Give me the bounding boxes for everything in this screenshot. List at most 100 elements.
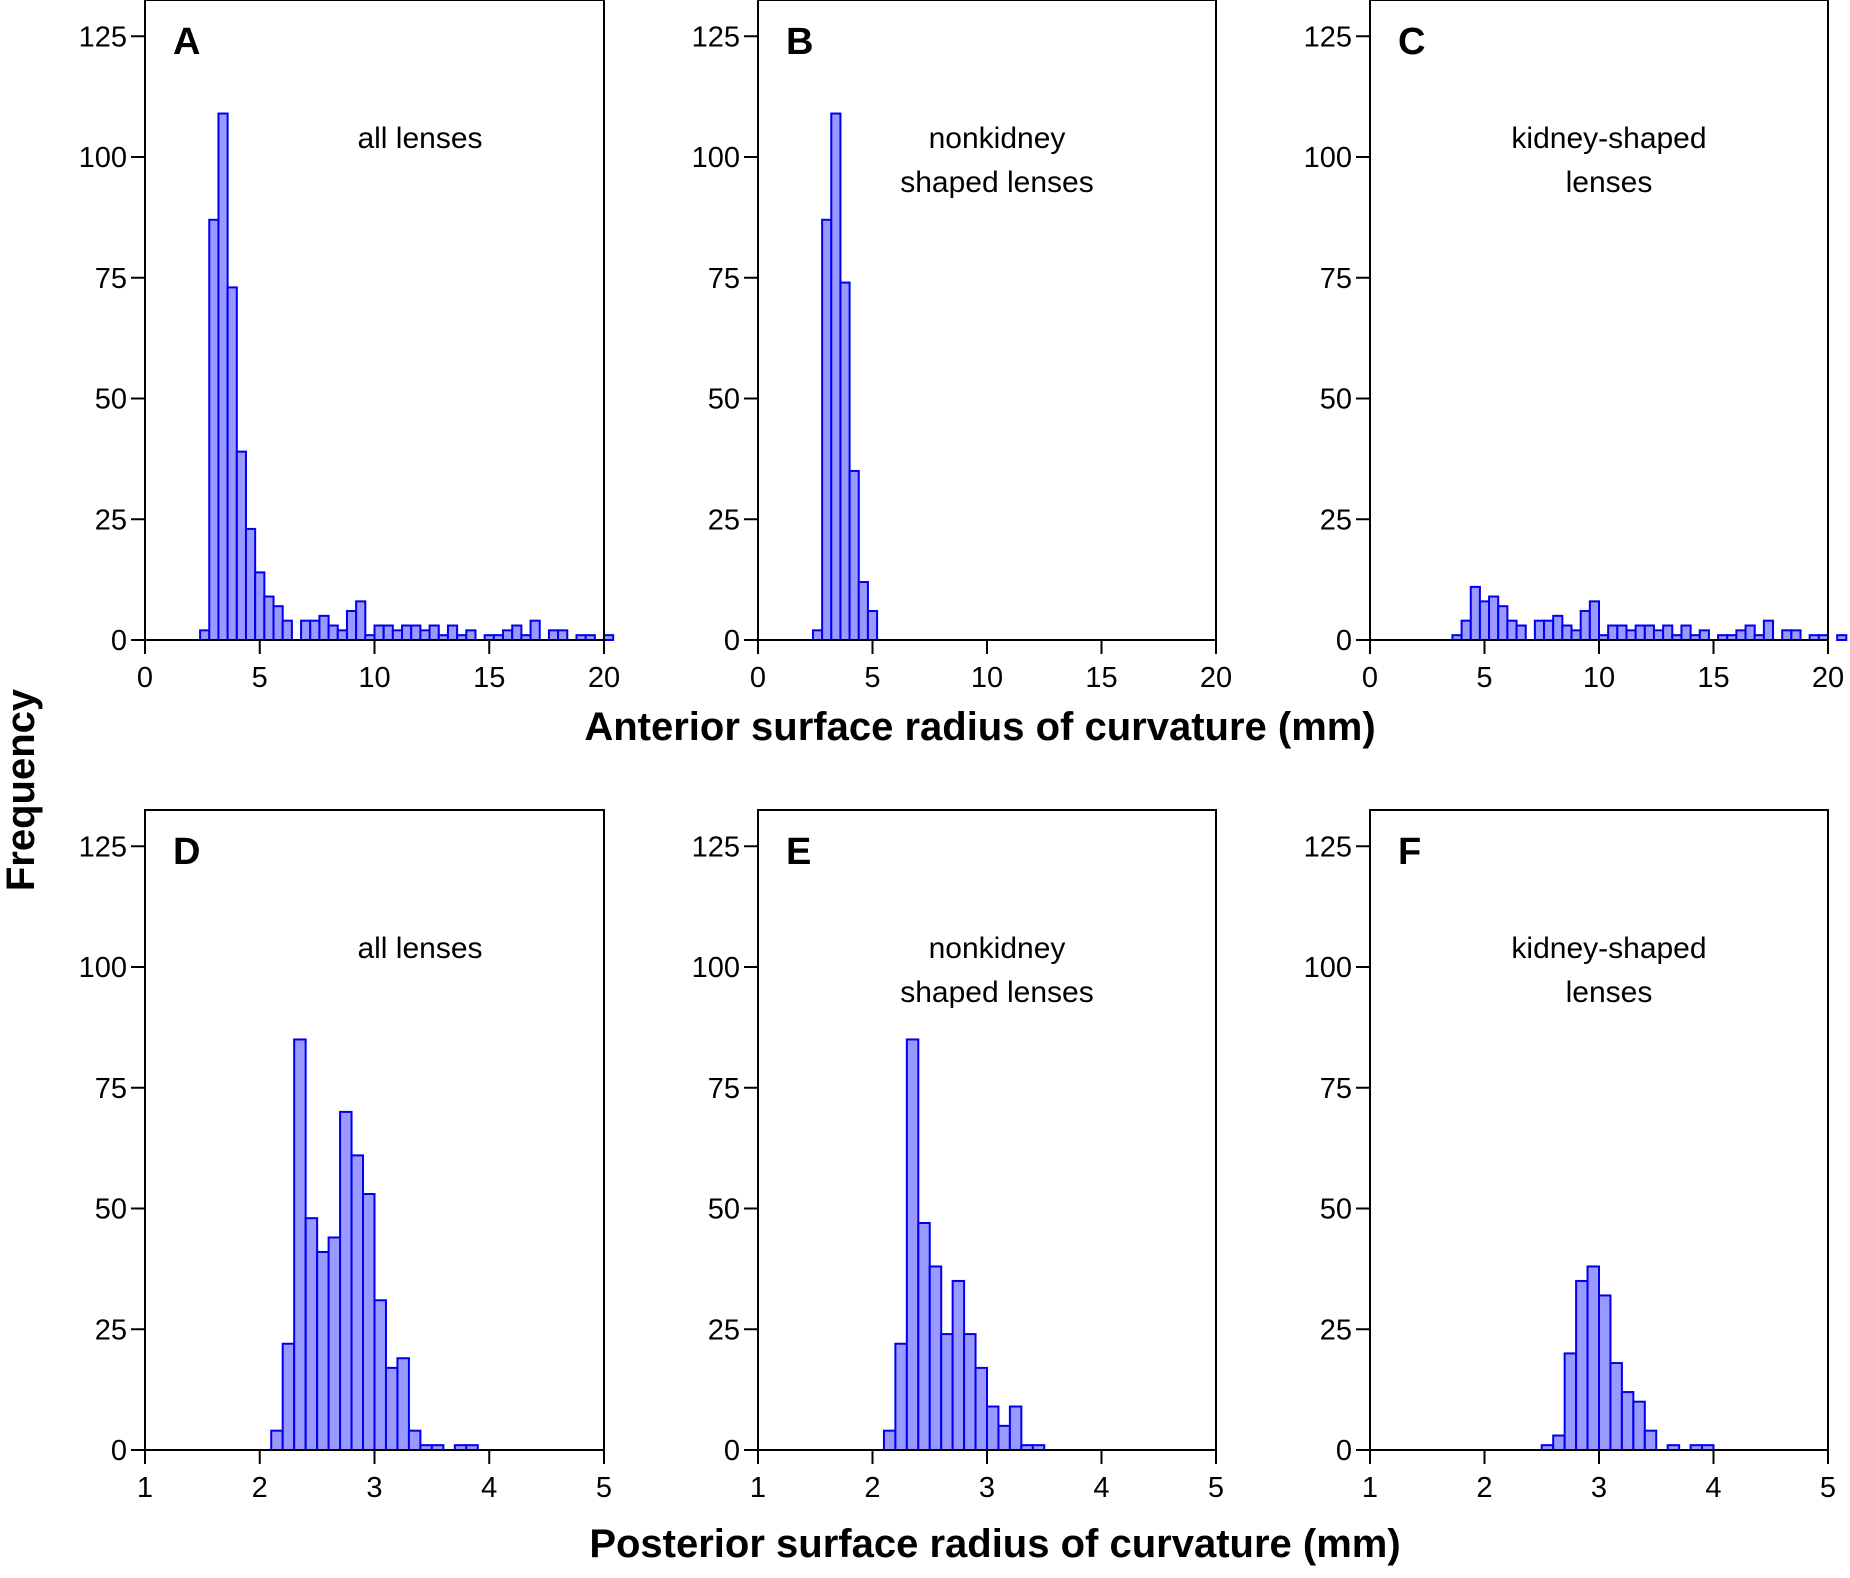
bar-b-3 xyxy=(839,281,851,641)
bar-c-34 xyxy=(1762,619,1775,641)
panel-letter-d: D xyxy=(173,831,200,873)
y-tick-label-c-5: 125 xyxy=(1304,21,1352,53)
bar-a-1 xyxy=(208,218,220,641)
bar-a-44 xyxy=(603,634,615,641)
y-tick-label-d-3: 75 xyxy=(95,1073,127,1105)
bar-a-15 xyxy=(336,629,348,642)
y-tick-label-a-2: 50 xyxy=(95,384,127,416)
y-tick-label-b-3: 75 xyxy=(708,263,740,295)
bar-f-4 xyxy=(1586,1265,1601,1451)
bar-a-22 xyxy=(401,624,413,642)
bar-d-9 xyxy=(373,1299,387,1452)
panel-label-b-1: shaped lenses xyxy=(900,166,1093,199)
bar-e-4 xyxy=(928,1265,943,1451)
y-tick-label-b-4: 100 xyxy=(692,142,740,174)
bar-b-1 xyxy=(821,218,833,641)
bar-f-5 xyxy=(1598,1294,1612,1451)
bar-a-12 xyxy=(309,619,321,641)
bar-a-19 xyxy=(373,624,385,642)
y-tick-label-b-2: 50 xyxy=(708,384,740,416)
x-tick-label-d-1: 2 xyxy=(252,1472,268,1504)
bar-c-23 xyxy=(1662,624,1674,642)
panel-letter-b: B xyxy=(786,21,813,63)
x-tick-label-e-2: 3 xyxy=(979,1472,995,1504)
x-tick-label-b-3: 15 xyxy=(1085,662,1117,694)
bar-c-20 xyxy=(1634,624,1646,642)
bar-a-27 xyxy=(446,624,459,642)
bar-e-7 xyxy=(963,1333,977,1451)
bar-e-1 xyxy=(894,1342,908,1451)
x-tick-label-a-3: 15 xyxy=(473,662,505,694)
x-tick-label-b-4: 20 xyxy=(1200,662,1232,694)
bar-b-5 xyxy=(857,581,869,641)
bar-a-13 xyxy=(318,614,330,641)
plot-frame-c xyxy=(1369,0,1829,641)
x-tick-label-d-4: 5 xyxy=(596,1472,612,1504)
bar-f-2 xyxy=(1563,1352,1578,1452)
y-tick-label-d-5: 125 xyxy=(79,831,127,863)
x-tick-label-f-3: 4 xyxy=(1705,1472,1721,1504)
y-tick-label-d-2: 50 xyxy=(95,1194,127,1226)
x-tick-label-e-0: 1 xyxy=(750,1472,766,1504)
bar-c-32 xyxy=(1744,624,1756,642)
panel-label-d-0: all lenses xyxy=(357,932,482,965)
panel-label-e-1: shaped lenses xyxy=(900,976,1093,1009)
panel-letter-e: E xyxy=(786,831,811,873)
bar-a-16 xyxy=(345,610,358,642)
y-tick-label-e-5: 125 xyxy=(692,831,740,863)
y-tick-label-f-5: 125 xyxy=(1304,831,1352,863)
y-tick-label-e-1: 25 xyxy=(708,1314,740,1346)
bar-c-2 xyxy=(1469,585,1481,641)
y-tick-label-c-2: 50 xyxy=(1320,384,1352,416)
bar-a-9 xyxy=(281,619,293,641)
bar-c-9 xyxy=(1533,619,1546,641)
bar-a-14 xyxy=(327,624,339,642)
bar-b-0 xyxy=(811,629,824,642)
panel-label-c-0: kidney-shaped xyxy=(1511,122,1706,155)
bar-e-6 xyxy=(951,1279,966,1451)
plot-frame-e xyxy=(757,809,1217,1451)
bar-a-8 xyxy=(272,605,284,642)
panel-letter-c: C xyxy=(1398,21,1425,63)
bar-f-7 xyxy=(1620,1391,1635,1452)
panel-label-f-0: kidney-shaped xyxy=(1511,932,1706,965)
bar-a-33 xyxy=(502,629,514,642)
bar-c-14 xyxy=(1579,610,1591,642)
bar-a-17 xyxy=(355,600,367,641)
bar-a-21 xyxy=(391,629,404,642)
bar-e-11 xyxy=(1008,1405,1023,1452)
bar-c-15 xyxy=(1588,600,1600,641)
y-tick-label-d-1: 25 xyxy=(95,1314,127,1346)
bar-e-2 xyxy=(905,1038,920,1451)
bar-c-4 xyxy=(1488,595,1500,642)
bar-c-12 xyxy=(1561,624,1573,642)
bar-c-17 xyxy=(1607,624,1619,642)
bar-e-3 xyxy=(917,1221,931,1451)
bar-a-39 xyxy=(557,629,569,642)
y-tick-label-f-3: 75 xyxy=(1320,1073,1352,1105)
bar-c-13 xyxy=(1570,629,1582,642)
x-tick-label-f-4: 5 xyxy=(1820,1472,1836,1504)
x-tick-label-f-2: 3 xyxy=(1591,1472,1607,1504)
bar-b-6 xyxy=(866,610,879,642)
panel-letter-a: A xyxy=(173,21,200,63)
bar-c-21 xyxy=(1643,624,1655,642)
bar-a-38 xyxy=(547,629,560,642)
bar-c-7 xyxy=(1515,624,1527,642)
bar-a-11 xyxy=(300,619,312,641)
bar-a-34 xyxy=(511,624,523,642)
bar-f-9 xyxy=(1643,1429,1658,1452)
bar-a-7 xyxy=(263,595,275,642)
bar-c-10 xyxy=(1543,619,1555,641)
x-tick-label-f-1: 2 xyxy=(1476,1472,1492,1504)
bar-d-12 xyxy=(407,1429,422,1452)
bar-c-22 xyxy=(1652,629,1665,642)
y-tick-label-b-5: 125 xyxy=(692,21,740,53)
bar-c-5 xyxy=(1497,605,1509,642)
x-tick-label-d-0: 1 xyxy=(137,1472,153,1504)
bar-d-3 xyxy=(304,1217,319,1452)
bar-c-1 xyxy=(1460,619,1472,641)
